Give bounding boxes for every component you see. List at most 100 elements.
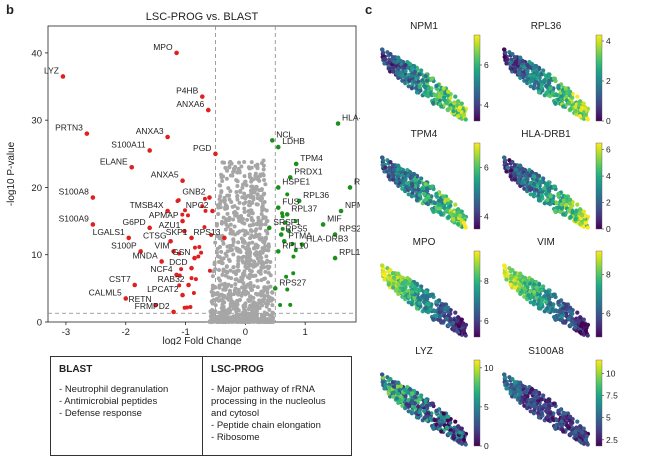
colorbar (595, 142, 603, 230)
ns-point (209, 318, 214, 323)
cell-point (407, 62, 413, 67)
cell-point (551, 184, 557, 189)
cell-point (568, 197, 573, 202)
colorbar-tick-label: 2 (606, 198, 611, 208)
gene-point (180, 292, 185, 298)
ns-point (232, 224, 237, 229)
feature-plot-title: VIM (537, 237, 555, 248)
gene-point (132, 282, 138, 288)
cell-point (437, 419, 442, 424)
sig-point (280, 226, 285, 231)
cell-point (548, 194, 553, 199)
cell-point (505, 382, 510, 387)
cell-point (518, 163, 523, 168)
sig-point (283, 220, 288, 225)
gene-point (210, 208, 215, 214)
gene-point (168, 238, 173, 244)
cell-point (416, 187, 421, 192)
cell-point (403, 279, 408, 284)
cell-point (461, 328, 466, 333)
cell-point (434, 83, 439, 88)
gene-label: AZU1 (159, 220, 181, 230)
cell-point (567, 201, 572, 206)
cell-point (583, 328, 588, 333)
gene-label: ANXA5 (151, 170, 179, 180)
cell-point (546, 403, 552, 408)
cell-point (434, 191, 439, 196)
sig-point (193, 277, 198, 282)
ns-point (263, 244, 268, 249)
ns-point (255, 278, 260, 283)
cell-point (456, 315, 461, 320)
ns-point (257, 252, 262, 257)
cell-point (559, 94, 564, 99)
ns-point (239, 164, 244, 169)
cell-point (508, 385, 514, 390)
cell-point (548, 411, 553, 416)
ns-point (220, 272, 225, 277)
cell-point (424, 78, 430, 83)
ns-point (257, 300, 262, 305)
cell-point (426, 86, 431, 91)
feature-plot-title: LYZ (415, 346, 433, 357)
cell-point (406, 84, 411, 89)
ns-point (237, 200, 242, 205)
cell-point (551, 292, 557, 297)
sig-point (284, 274, 289, 279)
cell-point (444, 316, 449, 321)
cell-point (421, 299, 427, 305)
ns-point (243, 301, 248, 306)
gene-point (171, 249, 176, 254)
sig-point (291, 271, 296, 276)
cell-point (568, 305, 573, 310)
cell-point (566, 208, 571, 213)
cell-point (409, 289, 415, 295)
blast-pathway-box: BLAST Neutrophil degranulation Antimicro… (50, 356, 203, 456)
gene-point (275, 249, 281, 254)
cell-point (423, 197, 428, 203)
cell-point (516, 179, 521, 184)
cell-point (423, 305, 428, 311)
gene-label: HLA-DRB1 (342, 113, 360, 123)
cell-point (423, 290, 428, 295)
cell-point (459, 101, 464, 106)
gene-label: LPCAT2 (147, 284, 179, 294)
ns-point (223, 251, 228, 256)
ns-point (235, 193, 240, 198)
ns-point (263, 222, 268, 227)
cell-point (538, 187, 543, 192)
colorbar-tick-label: 6 (484, 163, 489, 173)
ns-point (254, 309, 259, 314)
ns-point (242, 272, 247, 277)
cell-point (437, 202, 442, 207)
cell-point (553, 426, 558, 431)
ns-point (250, 211, 255, 216)
gene-point (153, 302, 158, 308)
ns-point (213, 303, 218, 308)
cell-point (407, 387, 413, 392)
cell-point (439, 212, 444, 217)
gene-point (171, 309, 176, 315)
ns-point (241, 238, 246, 243)
cell-point (453, 310, 458, 315)
cell-point (542, 294, 547, 299)
gene-point (123, 296, 129, 301)
ns-point (226, 282, 231, 287)
cell-point (563, 86, 568, 91)
cell-point (461, 220, 466, 225)
ns-point (234, 178, 239, 183)
cell-point (441, 302, 446, 307)
ns-point (265, 319, 270, 324)
gene-point (275, 205, 281, 210)
y-tick-label: 30 (31, 116, 42, 127)
ns-point (228, 304, 233, 309)
ns-point (265, 258, 270, 263)
cell-point (568, 106, 573, 112)
ns-point (237, 248, 242, 253)
ns-point (249, 160, 254, 165)
ns-point (231, 237, 236, 242)
cell-point (424, 294, 430, 299)
ns-point (240, 217, 245, 222)
sig-point (189, 276, 194, 281)
